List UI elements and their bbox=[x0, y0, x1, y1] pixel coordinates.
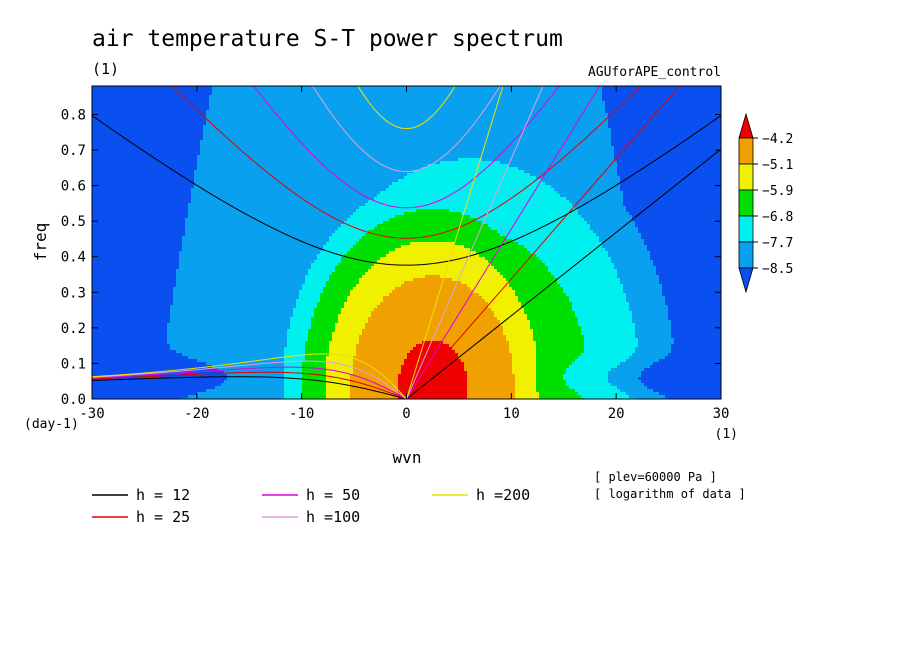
rossby-curve-4 bbox=[92, 353, 407, 399]
rossby-curve-0 bbox=[92, 376, 407, 399]
x-tick-label: 0 bbox=[402, 406, 410, 422]
dispersion-curve-layer bbox=[92, 86, 721, 399]
x-tick-label: -10 bbox=[289, 406, 314, 422]
x-tick-label: 20 bbox=[608, 406, 625, 422]
x-tick-label: 30 bbox=[713, 406, 730, 422]
colorbar-extend-top bbox=[738, 112, 754, 139]
note-plev: [ plev=60000 Pa ] bbox=[594, 470, 717, 484]
colorbar-extend-bottom bbox=[738, 267, 754, 294]
y-tick-label: 0.7 bbox=[61, 143, 86, 159]
note-log: [ logarithm of data ] bbox=[594, 487, 746, 501]
colorbar-segment bbox=[738, 137, 754, 165]
legend-label: h = 50 bbox=[306, 486, 360, 504]
kelvin-curve-1 bbox=[406, 86, 681, 399]
inertia-gravity-curve-3 bbox=[312, 86, 501, 173]
y-axis-label: freq bbox=[31, 223, 50, 262]
colorbar-segment bbox=[738, 241, 754, 269]
y-tick-label: 0.0 bbox=[61, 392, 86, 408]
rossby-curve-2 bbox=[92, 366, 407, 399]
colorbar-segment bbox=[738, 189, 754, 217]
kelvin-curve-3 bbox=[406, 86, 544, 399]
curve-legend: h = 12 h = 25 h = 50 h =100 h =200 bbox=[92, 486, 530, 526]
x-axis-units: (1) bbox=[715, 427, 738, 442]
x-tick-label: 10 bbox=[503, 406, 520, 422]
colorbar-label: −5.1 bbox=[762, 158, 793, 173]
colorbar-label: −6.8 bbox=[762, 210, 793, 225]
kelvin-curve-0 bbox=[406, 148, 721, 399]
colorbar: −4.2 −5.1 −5.9 −6.8 −7.7 −8.5 bbox=[738, 112, 793, 294]
inertia-gravity-curve-4 bbox=[357, 86, 456, 130]
y-tick-label: 0.8 bbox=[61, 107, 86, 123]
legend-label: h = 12 bbox=[136, 486, 190, 504]
y-tick-label: 0.3 bbox=[61, 285, 86, 301]
experiment-label: AGUforAPE_control bbox=[588, 65, 721, 80]
legend-label: h =100 bbox=[306, 508, 360, 526]
legend-label: h = 25 bbox=[136, 508, 190, 526]
x-axis-label: wvn bbox=[393, 448, 422, 467]
colorbar-segment bbox=[738, 163, 754, 191]
contour-fill-layer bbox=[92, 86, 721, 399]
y-axis: 0.0 0.1 0.2 0.3 0.4 0.5 0.6 0.7 0.8 bbox=[61, 107, 721, 408]
kelvin-curve-4 bbox=[406, 86, 504, 399]
y-tick-label: 0.1 bbox=[61, 356, 86, 372]
y-tick-label: 0.6 bbox=[61, 179, 86, 195]
legend-label: h =200 bbox=[476, 486, 530, 504]
chart-title: air temperature S-T power spectrum bbox=[92, 26, 563, 52]
y-axis-units: (day-1) bbox=[24, 417, 79, 432]
rossby-curve-1 bbox=[92, 371, 407, 399]
x-axis: -30 -20 -10 0 10 20 30 bbox=[79, 86, 729, 422]
colorbar-label: −4.2 bbox=[762, 132, 793, 147]
colorbar-segment bbox=[738, 215, 754, 243]
colorbar-label: −8.5 bbox=[762, 262, 793, 277]
colorbar-label: −5.9 bbox=[762, 184, 793, 199]
x-tick-label: -20 bbox=[184, 406, 209, 422]
y-tick-label: 0.5 bbox=[61, 214, 86, 230]
kelvin-curve-2 bbox=[406, 86, 601, 399]
inertia-gravity-curve-2 bbox=[253, 86, 560, 209]
title-units: (1) bbox=[92, 60, 119, 78]
rossby-curve-3 bbox=[92, 360, 407, 399]
inertia-gravity-curve-1 bbox=[171, 86, 642, 239]
y-tick-label: 0.2 bbox=[61, 321, 86, 337]
x-tick-label: -30 bbox=[79, 406, 104, 422]
y-tick-label: 0.4 bbox=[61, 250, 86, 266]
inertia-gravity-curve-0 bbox=[92, 115, 721, 266]
colorbar-label: −7.7 bbox=[762, 236, 793, 251]
